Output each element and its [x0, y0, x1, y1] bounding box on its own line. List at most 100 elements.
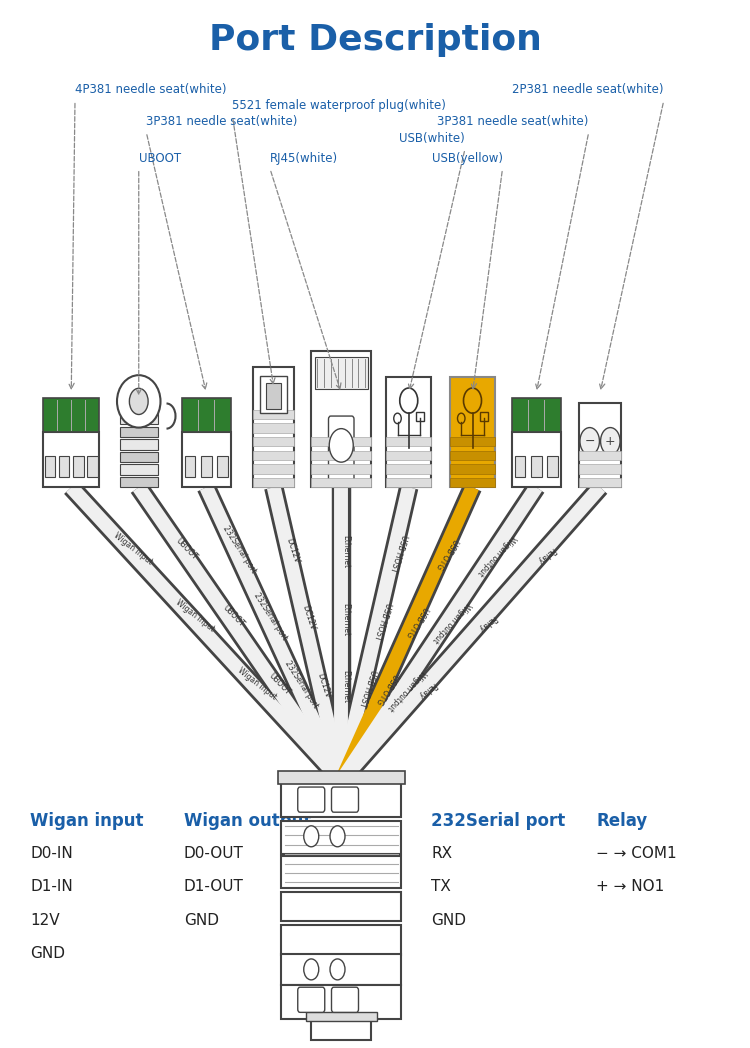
Text: 3P381 needle seat(white): 3P381 needle seat(white)	[437, 115, 589, 128]
Text: −: −	[584, 435, 595, 447]
Text: USB OTG: USB OTG	[374, 673, 400, 706]
Bar	[260, 376, 287, 413]
Text: Wigan output: Wigan output	[476, 532, 518, 577]
Bar	[311, 1017, 371, 1040]
Text: D0-OUT: D0-OUT	[184, 846, 244, 860]
Text: DC12V: DC12V	[316, 672, 332, 699]
Text: Wigan output: Wigan output	[386, 668, 428, 712]
Text: D0-IN: D0-IN	[30, 846, 73, 860]
Text: Relay: Relay	[416, 680, 438, 700]
Text: Wigan output: Wigan output	[430, 601, 472, 645]
Text: Ethernet: Ethernet	[341, 671, 350, 703]
Bar	[450, 377, 495, 487]
Text: RJ45(white): RJ45(white)	[270, 152, 338, 165]
Bar	[579, 403, 621, 487]
Text: D1-IN: D1-IN	[30, 879, 73, 894]
Text: RX: RX	[431, 846, 452, 860]
Bar	[281, 925, 401, 955]
Bar	[182, 432, 231, 487]
Bar	[120, 427, 158, 437]
Circle shape	[330, 959, 345, 980]
Text: Relay: Relay	[476, 613, 497, 633]
Text: Wigan output: Wigan output	[184, 812, 311, 830]
Text: GND: GND	[184, 913, 219, 927]
Bar	[386, 464, 431, 474]
Text: GND: GND	[30, 946, 65, 961]
Bar	[386, 437, 431, 446]
Text: DC12V: DC12V	[285, 537, 302, 564]
Bar	[278, 771, 405, 784]
FancyBboxPatch shape	[332, 987, 358, 1012]
Text: 232Serial port: 232Serial port	[221, 524, 258, 574]
Bar	[184, 456, 195, 477]
Bar	[120, 439, 158, 450]
Bar	[531, 456, 542, 477]
Text: Relay: Relay	[535, 545, 557, 566]
Bar	[253, 478, 294, 487]
Bar	[416, 412, 424, 420]
Text: UBOOT: UBOOT	[139, 152, 181, 165]
Text: Relay: Relay	[596, 812, 647, 830]
Text: GND: GND	[431, 913, 466, 927]
Bar	[281, 781, 401, 817]
Text: 232Serial port: 232Serial port	[284, 659, 320, 709]
Text: − → COM1: − → COM1	[596, 846, 676, 860]
Bar	[579, 451, 621, 460]
Bar	[253, 410, 294, 419]
Bar	[311, 351, 371, 487]
Bar	[480, 412, 488, 420]
Bar	[311, 451, 371, 460]
Text: Wigan input: Wigan input	[112, 530, 154, 566]
Circle shape	[304, 826, 319, 847]
Circle shape	[304, 959, 319, 980]
Text: +: +	[605, 435, 616, 447]
Text: Wigan input: Wigan input	[30, 812, 143, 830]
Text: 5521 female waterproof plug(white): 5521 female waterproof plug(white)	[232, 100, 446, 112]
Bar	[43, 398, 99, 432]
Bar	[579, 464, 621, 474]
Bar	[386, 451, 431, 460]
Bar	[281, 856, 401, 888]
Text: 232Serial port: 232Serial port	[431, 812, 566, 830]
Bar	[120, 414, 158, 424]
Text: USB(yellow): USB(yellow)	[431, 152, 502, 165]
Bar	[311, 478, 371, 487]
Bar	[281, 892, 401, 921]
Text: D1-OUT: D1-OUT	[184, 879, 244, 894]
Bar	[548, 456, 558, 477]
Circle shape	[601, 428, 620, 455]
Bar	[43, 432, 99, 487]
Bar	[450, 464, 495, 474]
Text: Ethernet: Ethernet	[341, 536, 350, 568]
Bar	[120, 477, 158, 487]
Text: UBOOT: UBOOT	[220, 604, 246, 629]
Bar	[311, 464, 371, 474]
Text: Port Description: Port Description	[209, 23, 542, 57]
Bar	[512, 432, 560, 487]
Text: USB HOST: USB HOST	[373, 601, 393, 640]
Bar	[253, 423, 294, 433]
Text: + → NO1: + → NO1	[596, 879, 664, 894]
Text: USB HOST: USB HOST	[357, 669, 377, 708]
Bar	[87, 456, 98, 477]
Bar	[45, 456, 56, 477]
Circle shape	[329, 429, 353, 462]
Bar	[120, 464, 158, 475]
Bar	[73, 456, 83, 477]
Bar	[315, 356, 368, 389]
FancyBboxPatch shape	[328, 416, 354, 485]
Text: USB HOST: USB HOST	[388, 533, 409, 573]
FancyBboxPatch shape	[298, 787, 325, 812]
Bar	[266, 383, 281, 409]
Bar	[450, 478, 495, 487]
Bar	[201, 456, 211, 477]
Text: UBOOT: UBOOT	[174, 536, 199, 562]
Text: 232Serial port: 232Serial port	[252, 591, 290, 642]
Ellipse shape	[117, 375, 160, 428]
Text: 12V: 12V	[30, 913, 60, 927]
Text: USB OTG: USB OTG	[404, 605, 430, 638]
Bar	[281, 985, 401, 1019]
Ellipse shape	[129, 389, 148, 415]
Bar	[386, 478, 431, 487]
Text: Wigan input: Wigan input	[236, 665, 279, 701]
